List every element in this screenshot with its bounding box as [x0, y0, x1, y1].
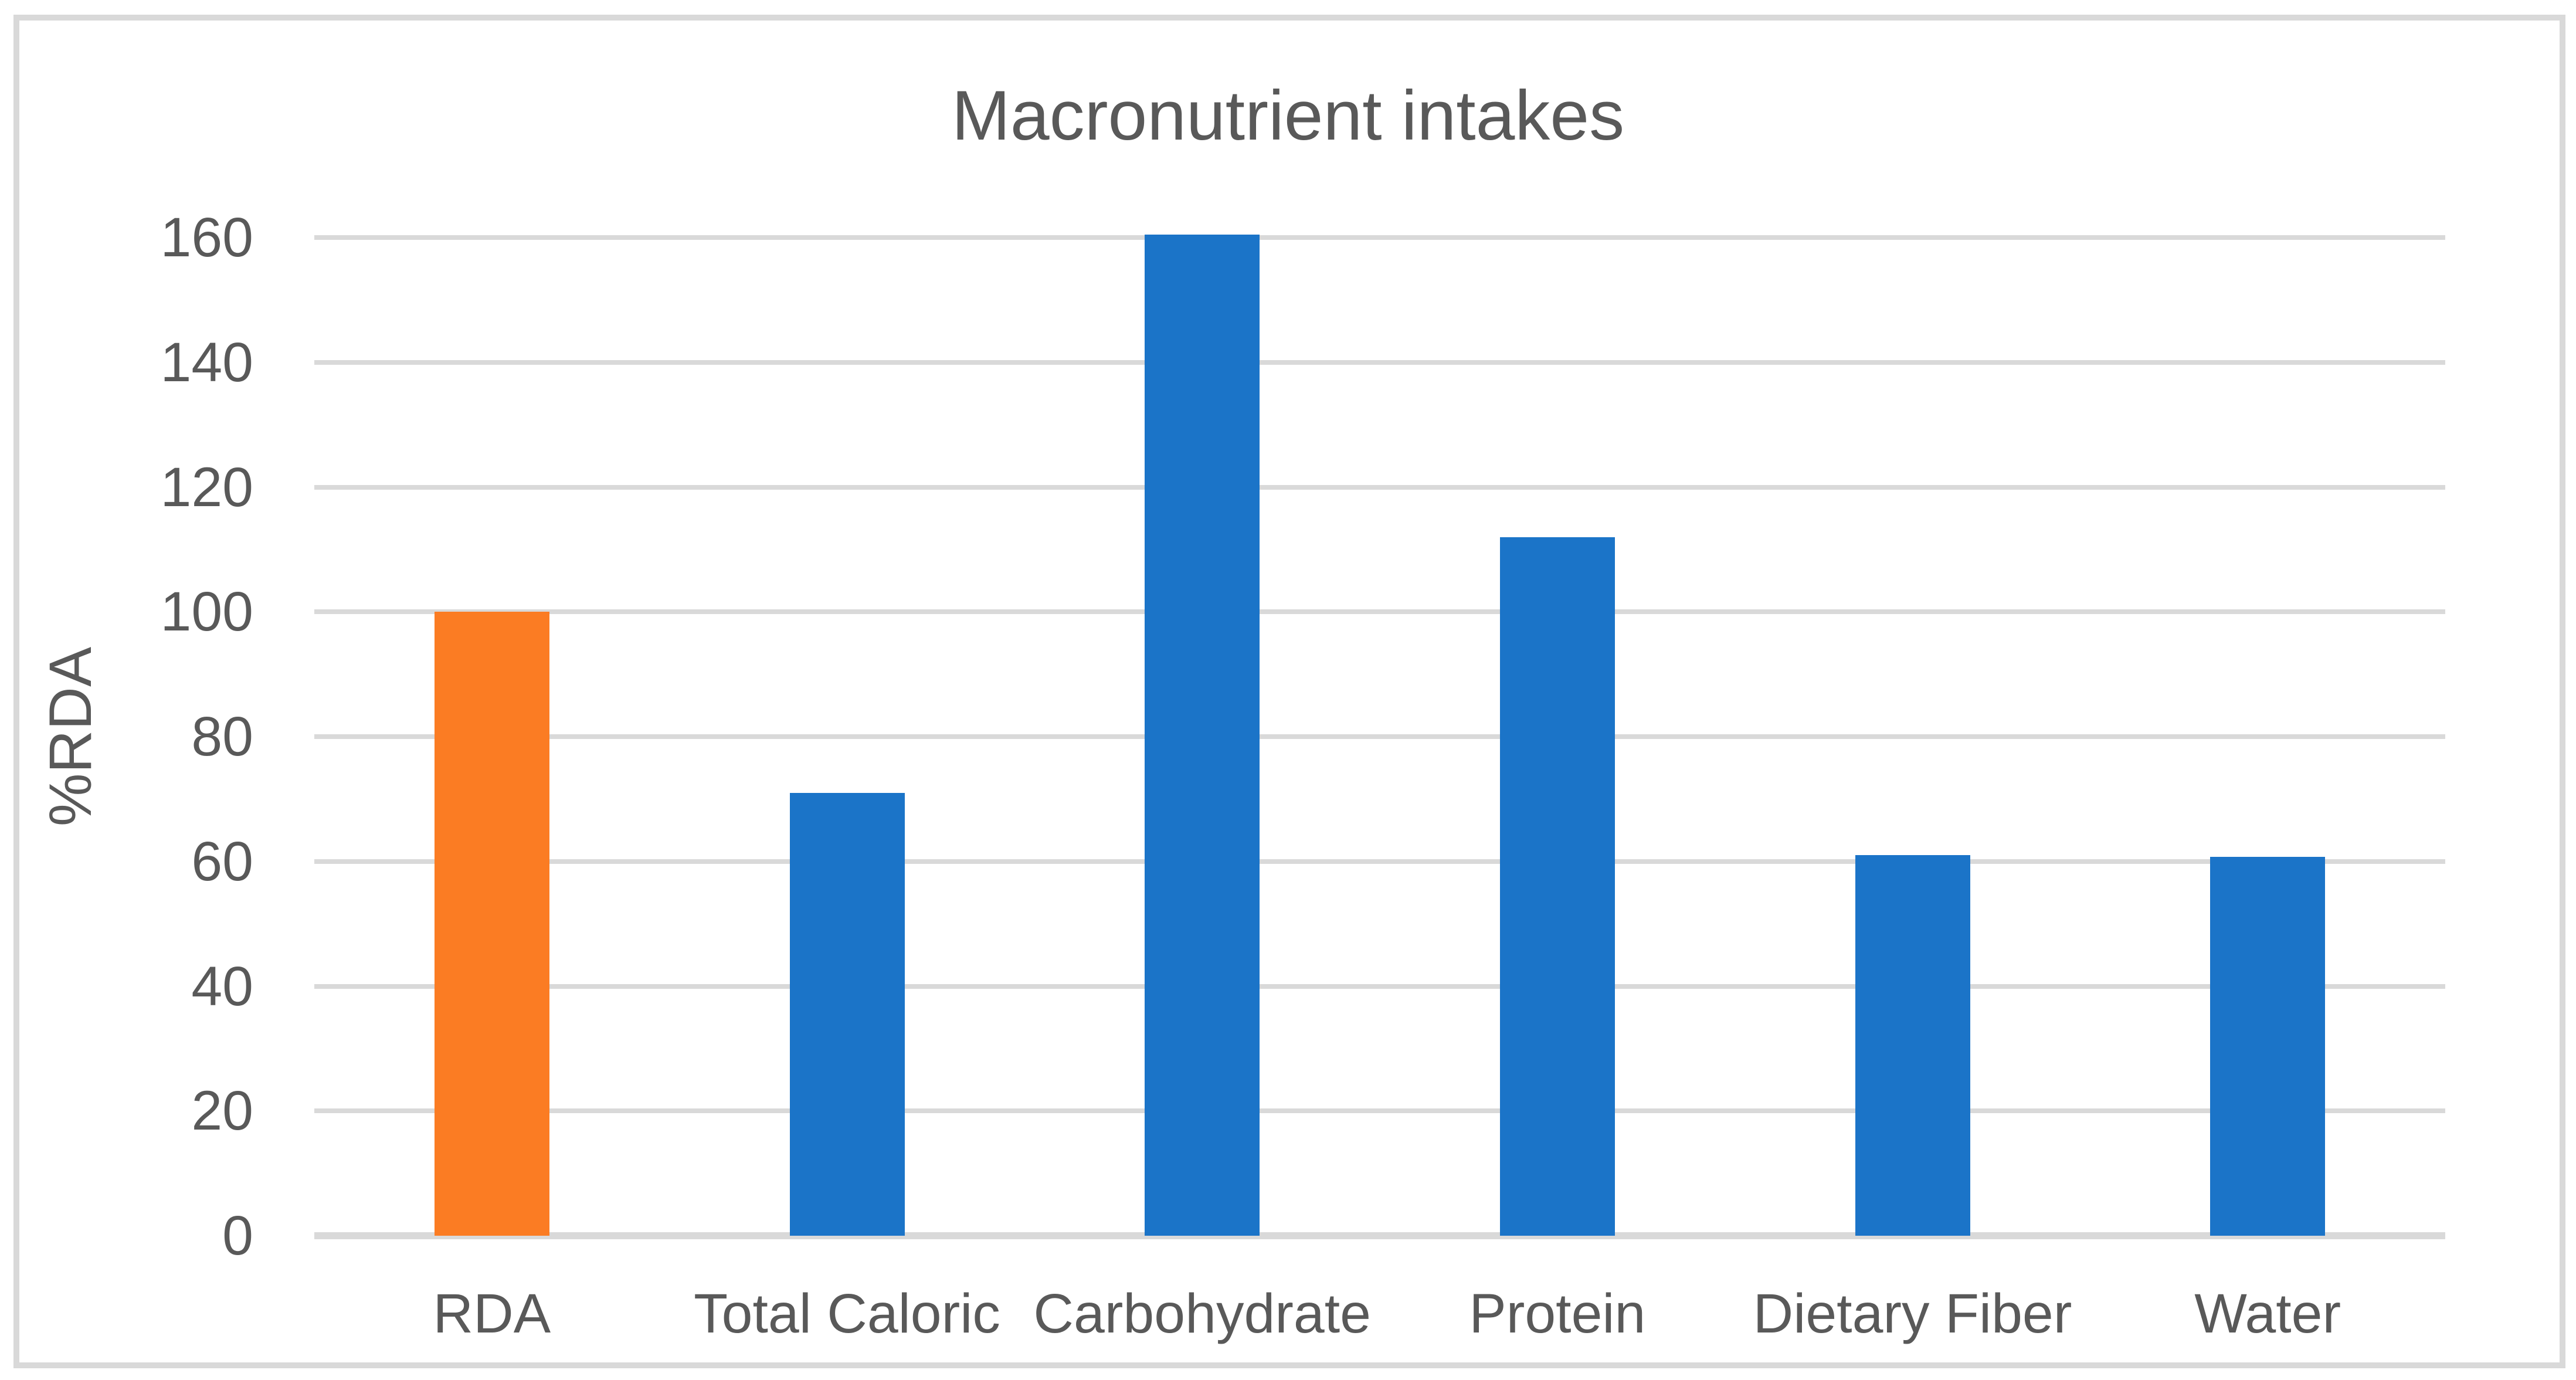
bar-dietary-fiber: [1855, 855, 1970, 1236]
gridline-40: [314, 984, 2445, 989]
x-category-label-carbohydrate: Carbohydrate: [1033, 1283, 1371, 1345]
gridline-160: [314, 235, 2445, 240]
chart-border: [13, 15, 2565, 1368]
plot-area: [314, 234, 2445, 1239]
gridline-120: [314, 484, 2445, 490]
y-tick-label-0: 0: [222, 1205, 253, 1267]
y-tick-label-40: 40: [191, 955, 253, 1018]
x-category-label-rda: RDA: [433, 1283, 551, 1345]
y-tick-label-80: 80: [191, 706, 253, 768]
chart-title: Macronutrient intakes: [951, 76, 1625, 155]
gridline-140: [314, 360, 2445, 365]
x-category-label-total-caloric: Total Caloric: [694, 1283, 1000, 1345]
gridline-20: [314, 1108, 2445, 1114]
y-tick-labels: 0 20 40 60 80 100 120 140 160: [0, 206, 253, 1267]
y-tick-label-20: 20: [191, 1080, 253, 1142]
gridline-60: [314, 859, 2445, 864]
y-tick-label-100: 100: [160, 581, 253, 643]
x-axis-line: [314, 1232, 2445, 1239]
y-tick-label-140: 140: [160, 331, 253, 394]
y-tick-label-60: 60: [191, 830, 253, 893]
gridline-100: [314, 609, 2445, 615]
bar-carbohydrate: [1145, 234, 1260, 1236]
x-category-label-protein: Protein: [1469, 1283, 1646, 1345]
x-category-label-water: Water: [2194, 1283, 2341, 1345]
bar-protein: [1499, 537, 1615, 1236]
bar-rda: [434, 612, 549, 1236]
x-category-labels: RDA Total Caloric Carbohydrate Protein Dieta…: [314, 1266, 2445, 1362]
bar-water: [2210, 857, 2326, 1236]
gridline-80: [314, 734, 2445, 739]
y-tick-label-160: 160: [160, 206, 253, 269]
y-tick-label-120: 120: [160, 456, 253, 518]
x-category-label-dietary-fiber: Dietary Fiber: [1753, 1283, 2072, 1345]
bar-total-caloric: [789, 792, 905, 1236]
